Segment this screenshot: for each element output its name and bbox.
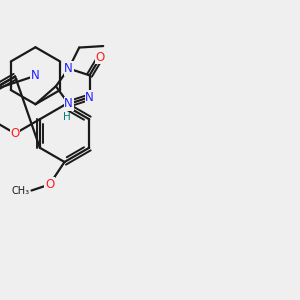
Text: N: N <box>85 91 94 104</box>
Text: O: O <box>11 127 20 140</box>
Text: H: H <box>63 112 71 122</box>
Text: O: O <box>45 178 54 191</box>
Text: CH₃: CH₃ <box>12 185 30 196</box>
Text: N: N <box>64 62 73 75</box>
Text: O: O <box>96 51 105 64</box>
Text: N: N <box>64 98 73 110</box>
Text: N: N <box>31 69 40 82</box>
